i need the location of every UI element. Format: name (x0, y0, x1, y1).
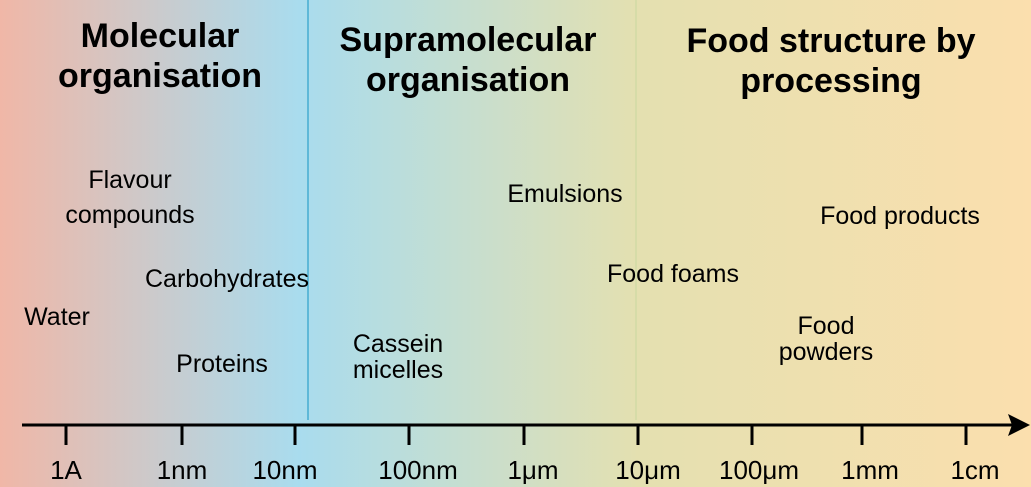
tick-label-1cm: 1cm (950, 455, 1000, 485)
tick-label-10nm: 10nm (252, 455, 318, 485)
label-food-powders: Food powders (778, 312, 874, 366)
heading-supramolecular-organisation: Supramolecular organisation (339, 21, 597, 99)
tick-label-1nm: 1nm (156, 455, 208, 485)
label-food-products: Food products (820, 202, 980, 230)
heading-molecular-organisation: Molecular organisation (57, 17, 263, 95)
label-emulsions: Emulsions (507, 180, 623, 208)
tick-label-1um: 1μm (507, 455, 559, 485)
label-water: Water (24, 303, 90, 331)
label-carbohydrates: Carbohydrates (145, 265, 309, 293)
heading-food-structure-by-processing: Food structure by processing (686, 22, 976, 100)
axis-arrow-head (1008, 414, 1030, 436)
label-food-foams: Food foams (606, 260, 739, 288)
label-cassein-micelles: Cassein micelles (352, 330, 444, 384)
tick-label-100nm: 100nm (378, 455, 458, 485)
label-flavour-compounds: Flavour compounds (65, 166, 195, 229)
tick-label-1mm: 1mm (841, 455, 899, 485)
tick-label-10um: 10μm (615, 455, 681, 485)
tick-label-100um: 100μm (718, 455, 800, 485)
label-proteins: Proteins (176, 350, 268, 378)
scale-axis (22, 414, 1030, 445)
tick-label-1A: 1A (50, 455, 82, 485)
